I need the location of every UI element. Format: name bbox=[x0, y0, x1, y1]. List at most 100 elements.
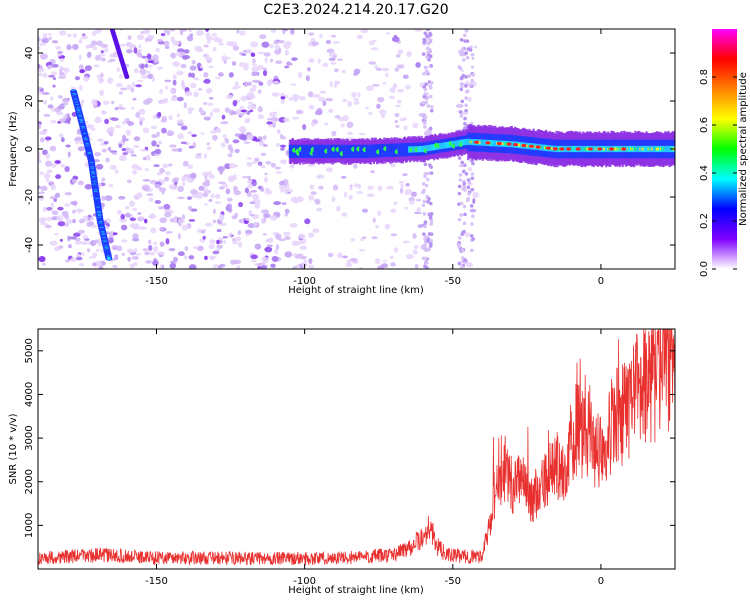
noise-blob bbox=[336, 205, 341, 212]
noise-blob bbox=[239, 61, 246, 68]
noise-blob bbox=[427, 57, 431, 62]
noise-blob bbox=[46, 169, 53, 174]
spur-band bbox=[124, 75, 130, 79]
noise-blob bbox=[171, 148, 180, 152]
noise-blob bbox=[381, 263, 389, 268]
noise-blob bbox=[470, 65, 474, 69]
noise-blob bbox=[222, 236, 228, 239]
noise-blob bbox=[234, 133, 241, 137]
noise-blob bbox=[331, 130, 337, 137]
noise-blob bbox=[190, 172, 197, 179]
noise-blob bbox=[283, 117, 290, 123]
noise-blob bbox=[404, 206, 409, 210]
noise-blob bbox=[120, 224, 128, 231]
noise-blob bbox=[104, 118, 110, 125]
noise-blob bbox=[248, 210, 253, 215]
noise-blob bbox=[131, 164, 139, 170]
noise-blob bbox=[137, 212, 142, 215]
noise-blob bbox=[243, 65, 249, 71]
noise-blob bbox=[264, 190, 273, 195]
noise-blob bbox=[92, 239, 100, 244]
noise-blob bbox=[244, 63, 250, 66]
track-peak bbox=[559, 147, 565, 151]
noise-blob bbox=[284, 65, 290, 69]
noise-blob bbox=[58, 111, 64, 116]
noise-blob bbox=[78, 84, 83, 91]
noise-blob bbox=[260, 217, 266, 224]
noise-blob bbox=[216, 239, 220, 245]
noise-blob bbox=[144, 57, 149, 63]
snr-y-ticks: 1000 2000 3000 4000 5000 bbox=[24, 338, 675, 538]
noise-blob bbox=[249, 87, 257, 92]
noise-blob bbox=[132, 233, 139, 240]
noise-blob bbox=[246, 134, 254, 141]
noise-blob bbox=[240, 95, 247, 102]
noise-blob bbox=[371, 236, 378, 240]
noise-blob bbox=[400, 183, 404, 188]
noise-blob bbox=[332, 41, 341, 44]
noise-blob bbox=[172, 256, 178, 263]
noise-blob bbox=[429, 222, 434, 226]
colorbar-tick-label: 0.8 bbox=[699, 69, 710, 85]
noise-blob bbox=[427, 163, 432, 168]
spur-core bbox=[106, 257, 111, 260]
noise-blob bbox=[153, 245, 158, 253]
noise-blob bbox=[145, 260, 152, 264]
noise-blob bbox=[459, 82, 465, 86]
noise-blob bbox=[186, 196, 193, 200]
noise-blob bbox=[216, 244, 223, 249]
noise-blob bbox=[464, 232, 471, 237]
noise-blob bbox=[144, 63, 149, 68]
noise-blob bbox=[429, 232, 434, 237]
noise-blob bbox=[236, 29, 240, 34]
noise-blob bbox=[62, 114, 68, 120]
noise-blob bbox=[353, 72, 358, 76]
noise-blob bbox=[467, 97, 472, 102]
noise-blob bbox=[457, 236, 462, 240]
noise-blob bbox=[377, 96, 385, 103]
noise-blob bbox=[72, 218, 76, 224]
noise-blob bbox=[208, 244, 216, 250]
noise-blob bbox=[126, 179, 132, 184]
noise-blob bbox=[80, 35, 89, 40]
noise-blob bbox=[125, 129, 131, 136]
noise-blob bbox=[165, 230, 173, 234]
chart-title: C2E3.2024.214.20.17.G20 bbox=[263, 2, 448, 18]
noise-blob bbox=[311, 41, 320, 46]
noise-blob bbox=[280, 159, 288, 165]
noise-blob bbox=[79, 69, 85, 74]
noise-blob bbox=[188, 145, 194, 149]
noise-blob bbox=[423, 224, 427, 229]
noise-blob bbox=[467, 180, 472, 185]
spur-track bbox=[70, 29, 130, 261]
noise-blob bbox=[304, 218, 311, 225]
noise-blob bbox=[125, 49, 133, 54]
noise-blob bbox=[244, 187, 249, 194]
noise-blob bbox=[243, 141, 251, 144]
noise-blob bbox=[426, 41, 431, 46]
noise-blob bbox=[328, 51, 336, 57]
noise-blob bbox=[108, 126, 115, 133]
noise-blob bbox=[232, 139, 240, 144]
noise-blob bbox=[54, 192, 61, 198]
noise-blob bbox=[346, 131, 354, 136]
noise-blob bbox=[57, 50, 63, 54]
noise-blob bbox=[139, 119, 143, 126]
noise-blob bbox=[266, 121, 273, 125]
noise-blob bbox=[268, 124, 273, 128]
noise-blob bbox=[423, 243, 427, 247]
noise-blob bbox=[156, 251, 165, 256]
noise-blob bbox=[461, 256, 465, 260]
noise-blob bbox=[262, 69, 268, 77]
noise-blob bbox=[249, 201, 256, 205]
noise-blob bbox=[200, 112, 206, 116]
noise-blob bbox=[238, 126, 247, 132]
noise-blob bbox=[99, 78, 105, 83]
noise-blob bbox=[146, 34, 155, 40]
noise-blob bbox=[86, 124, 95, 129]
noise-blob bbox=[426, 130, 431, 135]
noise-blob bbox=[205, 56, 213, 62]
noise-blob bbox=[425, 34, 429, 39]
noise-blob bbox=[322, 62, 329, 68]
noise-blob bbox=[281, 202, 287, 205]
